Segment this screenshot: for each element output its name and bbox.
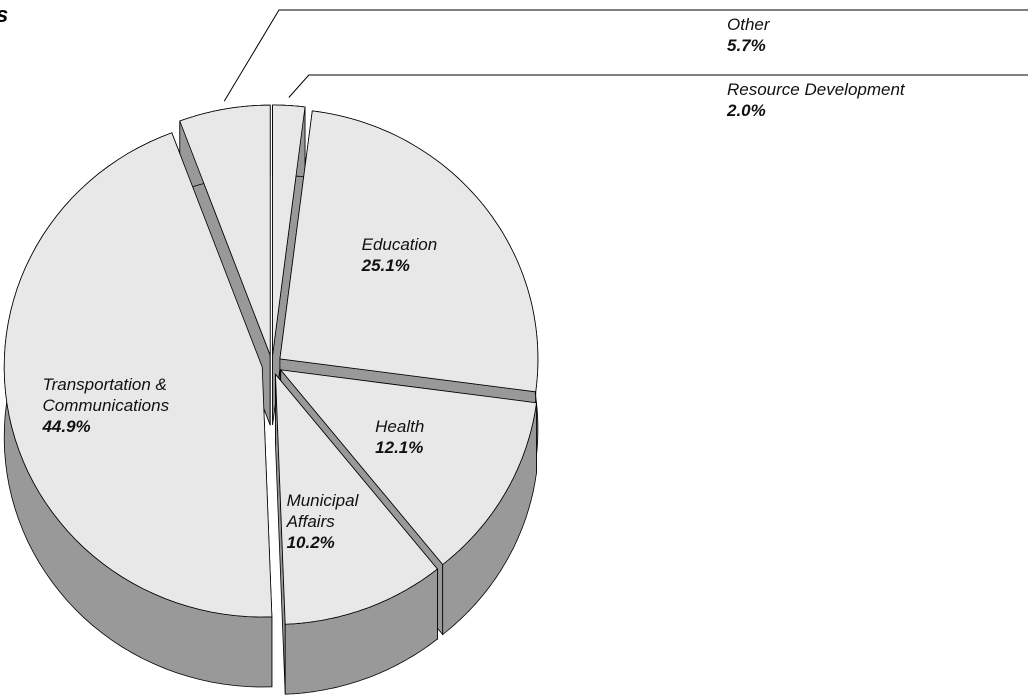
slice-label: Municipal Affairs 10.2% [287,490,387,553]
slice-label: Other 5.7% [727,14,770,56]
slice-value: 12.1% [375,437,424,457]
slice-value: 5.7% [727,36,766,55]
slice [275,373,438,625]
slice-label: Transportation & Communications 44.9% [42,374,222,437]
leader-line [223,9,1028,102]
leader-line [288,74,1028,98]
slice-label: Education 25.1% [362,234,562,276]
slice [3,132,273,618]
slice-name: Health [375,416,425,436]
slice-label: Resource Development 2.0% [727,79,905,121]
slice-value: 2.0% [727,101,766,120]
slice [179,104,271,356]
slice [279,369,537,566]
slice [272,104,306,356]
slice-value: 10.2% [286,532,335,552]
slice-name: Resource Development [727,80,905,99]
slice-label: Health 12.1% [375,416,575,458]
slice-value: 44.9% [42,416,91,436]
slice-name: Transportation & Communications [42,374,170,415]
slice-name: Other [727,15,770,34]
chart-title: s [0,2,8,28]
slice-name: Municipal Affairs [286,490,359,531]
slice-name: Education [361,235,438,255]
slice [279,110,539,393]
slice-value: 25.1% [361,256,410,276]
